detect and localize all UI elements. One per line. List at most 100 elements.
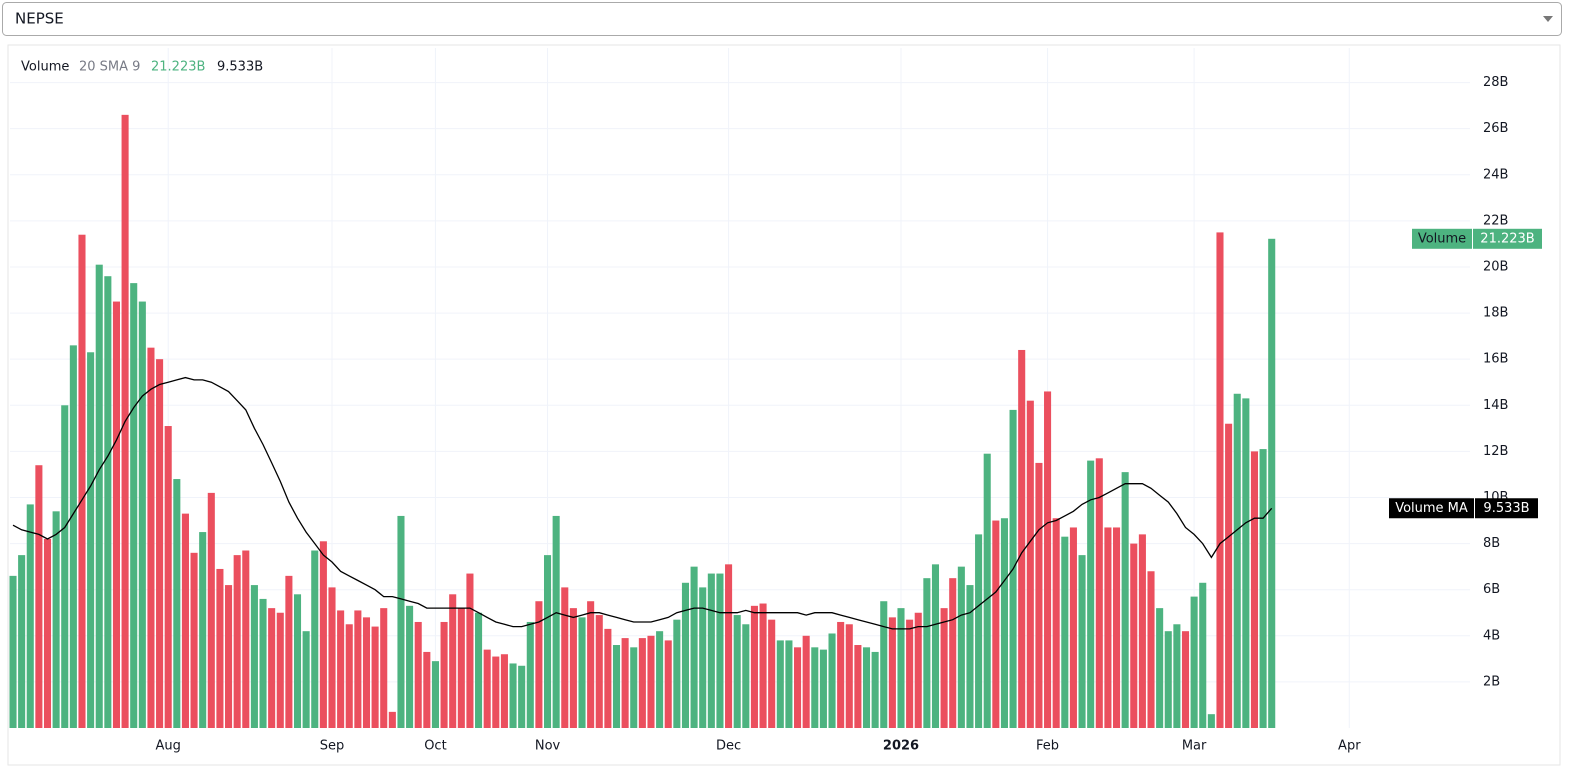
volume-bar — [449, 594, 457, 728]
volume-bar — [1044, 391, 1052, 728]
volume-bar — [1147, 571, 1155, 728]
volume-bar — [1130, 543, 1138, 728]
volume-bar — [112, 301, 121, 728]
volume-bar — [466, 573, 474, 728]
volume-bar — [207, 492, 215, 728]
y-tick-label: 14B — [1483, 398, 1508, 413]
y-tick-label: 24B — [1483, 167, 1508, 182]
volume-bar — [1216, 232, 1224, 728]
volume-bar — [18, 555, 26, 728]
axis-tag-name: Volume MA — [1395, 501, 1468, 516]
volume-bar — [785, 640, 793, 728]
volume-bar — [319, 541, 327, 728]
x-tick-label: Oct — [424, 739, 446, 754]
volume-bar — [164, 426, 172, 728]
axis-tag-value: 9.533B — [1483, 501, 1529, 516]
volume-bar — [1207, 714, 1215, 728]
volume-bar — [587, 601, 595, 728]
axis-tag-value-bg — [1475, 498, 1538, 519]
volume-bar — [828, 633, 836, 728]
volume-bar — [1069, 527, 1077, 728]
y-tick-label: 12B — [1483, 444, 1508, 459]
volume-bar — [130, 283, 138, 728]
select-caret[interactable] — [1543, 16, 1553, 22]
y-tick-label: 6B — [1483, 582, 1500, 597]
volume-bar — [1190, 596, 1198, 728]
axis-tag-name-bg — [1412, 228, 1472, 249]
volume-bar — [940, 608, 948, 728]
volume-bar — [716, 573, 724, 728]
volume-bar — [483, 649, 491, 728]
volume-bar — [26, 504, 34, 728]
volume-bar — [61, 405, 69, 728]
volume-bar — [1095, 458, 1103, 728]
volume-bar — [733, 615, 741, 728]
volume-bar — [371, 626, 379, 728]
volume-bar — [173, 479, 181, 728]
volume-bar — [1104, 527, 1112, 728]
volume-bar — [1121, 472, 1129, 728]
volume-bar — [380, 608, 388, 728]
volume-bar — [768, 619, 776, 728]
volume-bar — [880, 601, 888, 728]
volume-bar — [35, 465, 43, 728]
volume-bar — [543, 555, 552, 728]
volume-bar — [1164, 631, 1172, 728]
volume-bar — [854, 645, 862, 728]
volume-bar — [595, 615, 603, 728]
x-tick-label: 2026 — [883, 739, 919, 754]
x-tick-label: Nov — [535, 739, 561, 754]
volume-bar — [423, 651, 431, 728]
volume-bar — [845, 624, 853, 728]
volume-bar — [949, 578, 957, 728]
ma-line — [12, 376, 1273, 630]
volume-bar — [1181, 631, 1190, 728]
volume-bar — [664, 640, 672, 728]
volume-bar — [975, 534, 983, 728]
volume-bar — [1000, 518, 1008, 728]
y-tick-label: 4B — [1483, 628, 1500, 643]
volume-bar — [293, 594, 302, 728]
volume-bar — [819, 649, 827, 728]
volume-bar — [759, 603, 767, 728]
symbol-select[interactable] — [2, 2, 1562, 36]
volume-bar — [242, 550, 250, 728]
volume-bar — [604, 628, 612, 728]
y-tick-label: 22B — [1483, 213, 1508, 228]
volume-bar — [268, 608, 276, 728]
volume-bar — [802, 635, 810, 728]
y-tick-label: 26B — [1483, 121, 1508, 136]
volume-bar — [328, 587, 336, 728]
symbol-select-text: NEPSE — [15, 10, 64, 28]
axis-tag-value-bg — [1473, 228, 1542, 249]
volume-bar — [1026, 400, 1034, 728]
volume-bar — [354, 610, 362, 728]
volume-bar — [104, 276, 112, 728]
volume-bar — [526, 621, 534, 728]
y-tick-label: 20B — [1483, 259, 1508, 274]
volume-bar — [1138, 534, 1146, 728]
volume-bar — [794, 647, 802, 728]
volume-bar — [897, 608, 905, 728]
axis-tag-name: Volume — [1418, 231, 1466, 246]
volume-bar — [750, 605, 758, 728]
volume-bar — [638, 638, 646, 728]
volume-bar — [302, 631, 310, 728]
volume-bar — [406, 605, 414, 728]
volume-bar — [578, 617, 586, 728]
volume-bar — [199, 532, 207, 728]
volume-bar — [561, 587, 569, 728]
volume-bar — [475, 612, 483, 728]
volume-bar — [552, 515, 560, 728]
volume-bar — [78, 234, 86, 729]
volume-bar — [535, 601, 543, 728]
volume-bar — [992, 520, 1000, 728]
volume-bar — [707, 573, 715, 728]
volume-bar — [52, 511, 60, 728]
x-tick-label: Apr — [1338, 739, 1361, 754]
volume-bar — [43, 538, 52, 728]
volume-bar — [500, 654, 508, 728]
axis-tag-value: 21.223B — [1480, 231, 1534, 246]
volume-bar — [1250, 451, 1259, 728]
